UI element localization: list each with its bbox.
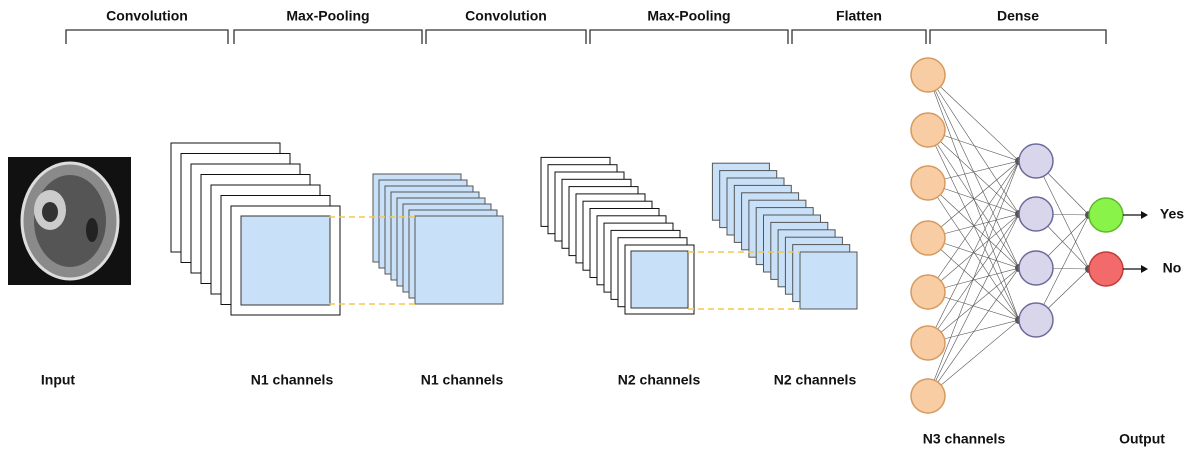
input-image xyxy=(8,157,131,285)
input-label: Input xyxy=(41,372,76,388)
output-label: Output xyxy=(1119,431,1165,447)
dense-node xyxy=(911,166,945,200)
layer-label: N1 channels xyxy=(421,372,504,388)
stage-label: Max-Pooling xyxy=(286,8,369,24)
stage-label: Flatten xyxy=(836,8,882,24)
hidden-node xyxy=(1019,303,1053,337)
bracket xyxy=(590,30,788,44)
connection xyxy=(928,161,1019,396)
arrow-head xyxy=(1141,211,1148,219)
connection xyxy=(928,75,1019,161)
hidden-node xyxy=(1019,144,1053,178)
layer-label: N2 channels xyxy=(618,372,701,388)
receptive-field xyxy=(631,251,688,308)
output-class: Yes xyxy=(1160,206,1184,222)
page: Input N1 channels N1 channels N2 channel… xyxy=(0,0,1188,453)
stage-label: Max-Pooling xyxy=(647,8,730,24)
dense-node xyxy=(911,379,945,413)
dense-label: N3 channels xyxy=(923,431,1006,447)
output-node xyxy=(1089,252,1123,286)
bracket xyxy=(930,30,1106,44)
feature-map xyxy=(800,252,857,309)
cnn-diagram: Input N1 channels N1 channels N2 channel… xyxy=(0,0,1188,453)
output-node xyxy=(1089,198,1123,232)
dense-node xyxy=(911,113,945,147)
stage-label: Convolution xyxy=(106,8,188,24)
dense-node xyxy=(911,275,945,309)
hidden-node xyxy=(1019,197,1053,231)
feature-map xyxy=(415,216,503,304)
dense-node xyxy=(911,326,945,360)
stage-label: Dense xyxy=(997,8,1039,24)
hidden-node xyxy=(1019,251,1053,285)
bracket xyxy=(792,30,926,44)
arrow-head xyxy=(1141,265,1148,273)
receptive-field xyxy=(241,216,330,305)
dense-node xyxy=(911,58,945,92)
stage-label: Convolution xyxy=(465,8,547,24)
dense-node xyxy=(911,221,945,255)
bracket xyxy=(426,30,586,44)
bracket xyxy=(66,30,228,44)
layer-label: N2 channels xyxy=(774,372,857,388)
layer-label: N1 channels xyxy=(251,372,334,388)
bracket xyxy=(234,30,422,44)
output-class: No xyxy=(1163,260,1182,276)
